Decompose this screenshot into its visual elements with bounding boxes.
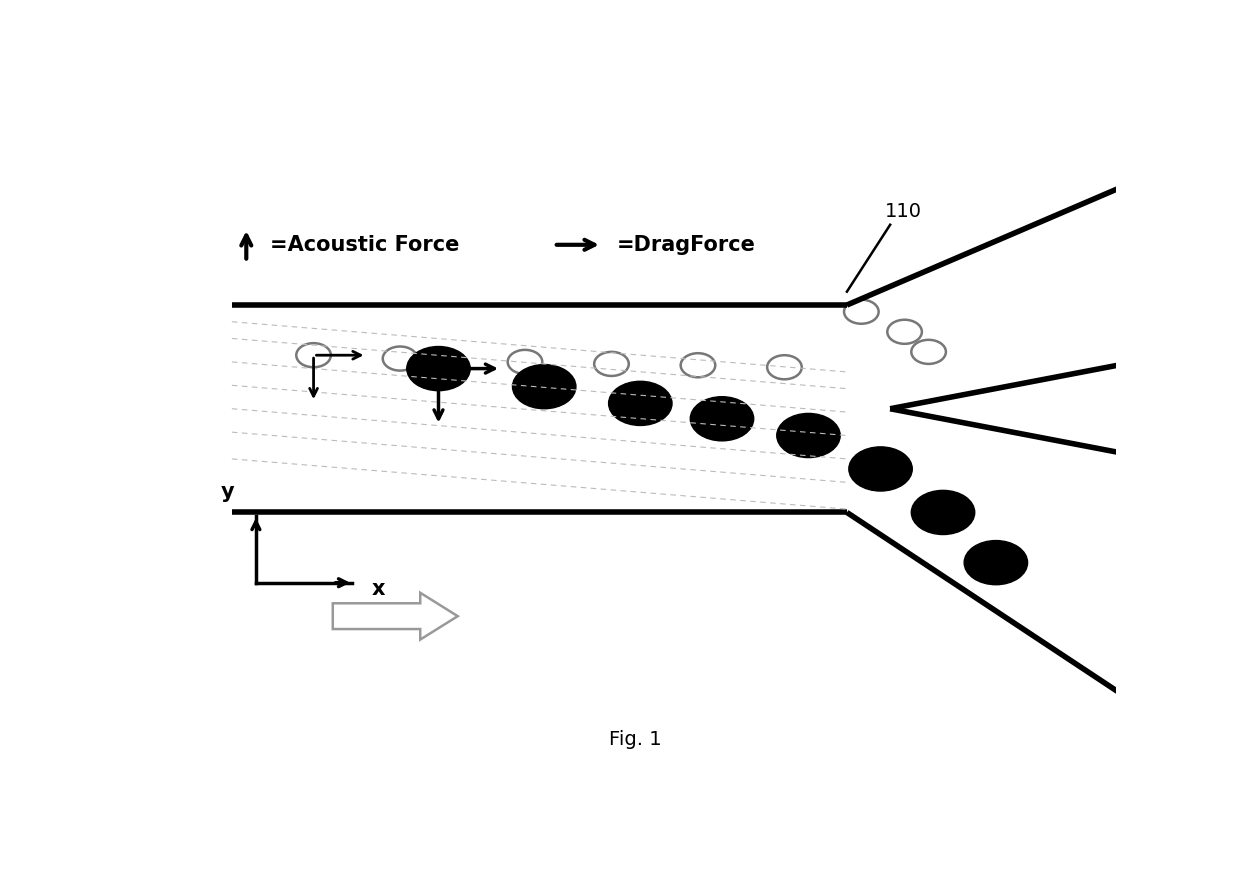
Circle shape [512, 365, 575, 408]
Circle shape [849, 447, 913, 491]
Circle shape [691, 396, 754, 441]
Text: 110: 110 [885, 202, 923, 221]
Text: y: y [221, 482, 234, 502]
Circle shape [911, 490, 975, 534]
Text: Fig. 1: Fig. 1 [609, 731, 662, 749]
Text: =Acoustic Force: =Acoustic Force [270, 235, 460, 255]
Circle shape [776, 414, 841, 458]
Text: =DragForce: =DragForce [616, 235, 755, 255]
Circle shape [407, 347, 470, 391]
Circle shape [965, 541, 1028, 585]
Circle shape [609, 381, 672, 426]
Text: x: x [371, 580, 384, 600]
FancyArrow shape [332, 593, 458, 640]
